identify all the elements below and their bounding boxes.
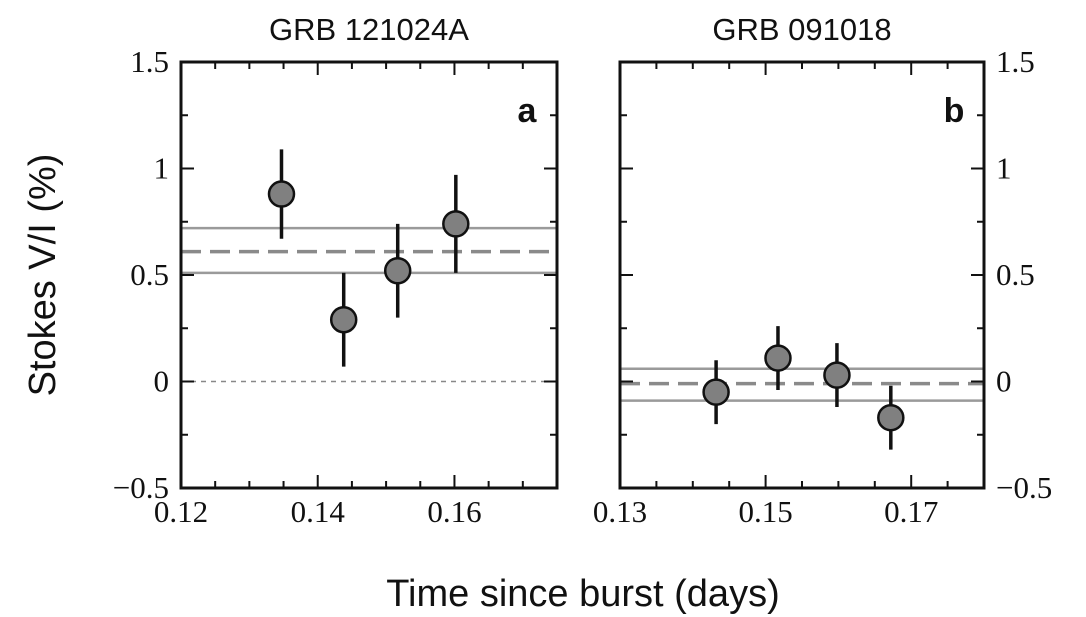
x-tick-label: 0.14 [291,494,346,529]
y-tick-label: −0.5 [996,470,1052,505]
panel-a: GRB 121024A 0.12 0.14 0.16 −0.5 0 0.5 1 1.5 a [113,12,559,529]
panel-title: GRB 121024A [269,12,469,47]
panel-b: GRB 091018 0.13 0.15 0.17 −0.5 0 0.5 1 1.5 b [593,12,1052,529]
x-tick-label: 0.12 [154,494,208,529]
y-tick-label: 0 [154,364,170,399]
panel-letter: b [944,92,965,130]
plot-frame [618,60,986,490]
y-tick-label: 1.5 [130,44,169,79]
y-tick-label: 0 [996,364,1012,399]
x-tick-label: 0.15 [738,494,792,529]
x-tick-label: 0.17 [884,494,938,529]
data-point [383,256,412,285]
data-point [267,180,296,208]
y-tick-label: 0.5 [996,257,1035,292]
y-tick-label: −0.5 [113,470,169,505]
panel-title: GRB 091018 [712,12,891,47]
data-point [764,344,792,372]
y-tick-label: 1 [154,151,170,186]
data-point [823,361,851,389]
plot-frame [179,60,559,490]
y-tick-label: 0.5 [130,257,169,292]
x-axis-label: Time since burst (days) [386,573,779,615]
data-point [329,305,358,334]
y-tick-label: 1.5 [996,44,1035,79]
data-point [442,210,470,238]
panel-letter: a [518,92,538,130]
x-tick-label: 0.16 [427,494,481,529]
y-tick-label: 1 [996,151,1012,186]
data-point [702,378,730,406]
data-point [877,403,905,432]
x-tick-label: 0.13 [593,494,647,529]
y-axis-label: Stokes V/I (%) [22,154,64,397]
